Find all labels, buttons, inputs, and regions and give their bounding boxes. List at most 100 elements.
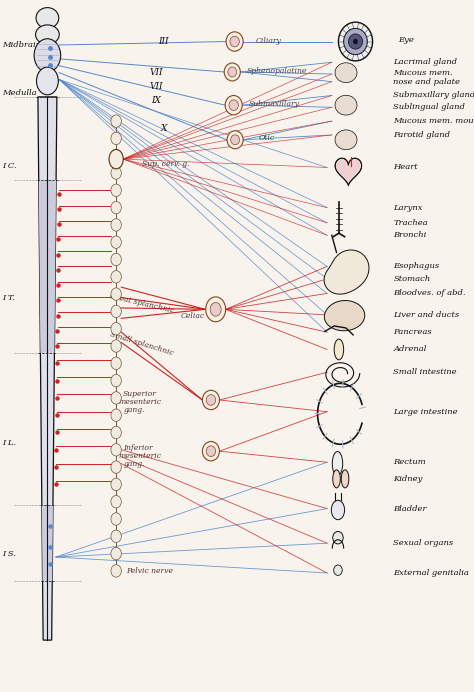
Text: gang.: gang. (123, 406, 145, 414)
Ellipse shape (111, 513, 121, 525)
Ellipse shape (109, 149, 123, 169)
Text: Otic: Otic (258, 134, 274, 143)
Text: Esophagus: Esophagus (393, 262, 439, 271)
Text: Celiac: Celiac (181, 311, 205, 320)
Text: Stomach: Stomach (393, 275, 431, 283)
Text: Lacrimal gland: Lacrimal gland (393, 58, 457, 66)
Text: gang.: gang. (123, 459, 145, 468)
Ellipse shape (206, 394, 216, 406)
Text: Sup. cerv. g.: Sup. cerv. g. (142, 160, 190, 168)
Polygon shape (335, 158, 362, 185)
Ellipse shape (111, 271, 121, 283)
Text: Bladder: Bladder (393, 504, 427, 513)
Text: Trachea: Trachea (393, 219, 428, 227)
Ellipse shape (34, 39, 61, 72)
Ellipse shape (111, 444, 121, 456)
Text: I T.: I T. (2, 293, 15, 302)
Ellipse shape (333, 470, 340, 488)
Text: Parotid gland: Parotid gland (393, 131, 450, 139)
Ellipse shape (111, 495, 121, 508)
Text: Adrenal: Adrenal (393, 345, 427, 354)
Text: Kidney: Kidney (393, 475, 423, 483)
Polygon shape (335, 130, 357, 149)
Text: III: III (158, 37, 169, 46)
Ellipse shape (111, 184, 121, 197)
Ellipse shape (111, 115, 121, 127)
Ellipse shape (227, 131, 243, 149)
Ellipse shape (111, 236, 121, 248)
Ellipse shape (111, 305, 121, 318)
Text: Small splanchnic: Small splanchnic (109, 331, 174, 357)
Text: Bronchi: Bronchi (393, 231, 427, 239)
Text: Rectum: Rectum (393, 458, 426, 466)
Text: Mucous mem.: Mucous mem. (393, 69, 453, 78)
Ellipse shape (229, 100, 238, 111)
Ellipse shape (338, 22, 373, 61)
Text: Midbrain: Midbrain (2, 41, 41, 49)
Ellipse shape (333, 531, 343, 544)
Text: I S.: I S. (2, 549, 17, 558)
Ellipse shape (210, 302, 221, 316)
Text: Eye: Eye (398, 36, 414, 44)
Ellipse shape (344, 28, 367, 55)
Ellipse shape (111, 132, 121, 145)
Ellipse shape (353, 39, 358, 44)
Text: IX: IX (152, 95, 161, 105)
Polygon shape (335, 95, 357, 115)
Text: Submaxillary: Submaxillary (249, 100, 300, 108)
Ellipse shape (226, 32, 243, 51)
Text: Sexual organs: Sexual organs (393, 539, 454, 547)
Ellipse shape (36, 67, 58, 95)
Ellipse shape (111, 288, 121, 300)
Ellipse shape (111, 374, 121, 387)
Ellipse shape (202, 390, 219, 410)
Ellipse shape (111, 461, 121, 473)
Text: Bloodves. of abd.: Bloodves. of abd. (393, 289, 466, 298)
Ellipse shape (36, 25, 59, 44)
Ellipse shape (111, 149, 121, 162)
Polygon shape (38, 97, 57, 640)
Ellipse shape (348, 34, 363, 49)
Ellipse shape (224, 63, 240, 81)
Polygon shape (42, 505, 53, 581)
Text: I C.: I C. (2, 162, 17, 170)
Text: Larynx: Larynx (393, 203, 423, 212)
Text: Liver and ducts: Liver and ducts (393, 311, 460, 319)
Ellipse shape (202, 441, 219, 461)
Ellipse shape (111, 322, 121, 335)
Text: VII: VII (150, 82, 163, 91)
Text: Heart: Heart (393, 163, 418, 172)
Text: nose and palate: nose and palate (393, 78, 460, 86)
Ellipse shape (111, 201, 121, 214)
Text: Inferior: Inferior (123, 444, 153, 453)
Text: Sublingual gland: Sublingual gland (393, 103, 465, 111)
Polygon shape (335, 63, 357, 82)
Text: Mucous mem. mouth: Mucous mem. mouth (393, 117, 474, 125)
Ellipse shape (331, 500, 345, 520)
Ellipse shape (111, 392, 121, 404)
Ellipse shape (111, 219, 121, 231)
Text: Ciliary: Ciliary (256, 37, 282, 45)
Ellipse shape (334, 339, 344, 360)
Text: Pancreas: Pancreas (393, 328, 432, 336)
Polygon shape (324, 250, 369, 294)
Text: I L.: I L. (2, 439, 17, 447)
Text: Superior: Superior (123, 390, 157, 399)
Ellipse shape (111, 530, 121, 543)
Ellipse shape (111, 565, 121, 577)
Ellipse shape (111, 167, 121, 179)
Text: Small intestine: Small intestine (393, 368, 457, 376)
Ellipse shape (111, 409, 121, 421)
Ellipse shape (206, 297, 226, 322)
Text: Medulla: Medulla (2, 89, 37, 98)
Ellipse shape (111, 253, 121, 266)
Text: Large intestine: Large intestine (393, 408, 458, 416)
Text: Great splanchnic: Great splanchnic (109, 292, 175, 314)
Polygon shape (324, 300, 365, 331)
Ellipse shape (111, 478, 121, 491)
Ellipse shape (225, 95, 242, 115)
Text: Submaxillary gland: Submaxillary gland (393, 91, 474, 100)
Text: VII: VII (150, 68, 163, 78)
Polygon shape (39, 180, 56, 353)
Text: Sphenopalatine: Sphenopalatine (246, 67, 307, 75)
